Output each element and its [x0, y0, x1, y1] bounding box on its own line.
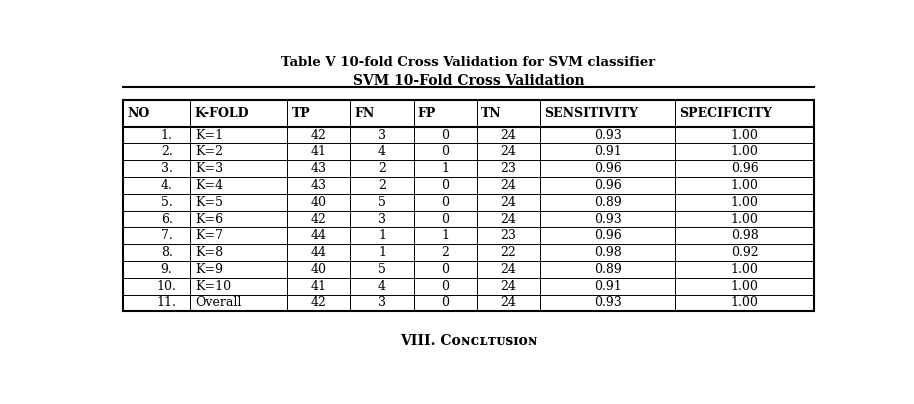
Text: 1.: 1. — [161, 128, 173, 141]
Text: 24: 24 — [501, 128, 516, 141]
Text: 1: 1 — [441, 162, 450, 175]
Text: 2: 2 — [378, 162, 386, 175]
Text: NO: NO — [127, 107, 149, 120]
Text: 3: 3 — [378, 297, 386, 309]
Text: 0: 0 — [441, 179, 450, 192]
Text: 1.00: 1.00 — [730, 179, 759, 192]
Text: 0: 0 — [441, 128, 450, 141]
Text: 42: 42 — [311, 213, 326, 225]
Text: K=2: K=2 — [196, 145, 223, 158]
Text: 0.91: 0.91 — [594, 145, 622, 158]
Text: 24: 24 — [501, 196, 516, 209]
Text: K=8: K=8 — [196, 246, 223, 259]
Text: 5: 5 — [378, 263, 386, 276]
Text: 10.: 10. — [156, 280, 176, 292]
Text: 41: 41 — [311, 145, 327, 158]
Text: 4: 4 — [378, 280, 386, 292]
Text: 24: 24 — [501, 145, 516, 158]
Text: K=4: K=4 — [196, 179, 223, 192]
Text: K-FOLD: K-FOLD — [195, 107, 249, 120]
Text: 8.: 8. — [161, 246, 173, 259]
Text: 1.00: 1.00 — [730, 297, 759, 309]
Text: TN: TN — [481, 107, 502, 120]
Text: K=6: K=6 — [196, 213, 223, 225]
Text: 5.: 5. — [161, 196, 173, 209]
Text: 2: 2 — [378, 179, 386, 192]
Text: 0: 0 — [441, 196, 450, 209]
Text: 23: 23 — [501, 229, 516, 242]
Text: 44: 44 — [311, 246, 327, 259]
Text: 4.: 4. — [161, 179, 173, 192]
Text: SENSITIVITY: SENSITIVITY — [545, 107, 638, 120]
Text: K=5: K=5 — [196, 196, 223, 209]
Text: Table V 10-fold Cross Validation for SVM classifier: Table V 10-fold Cross Validation for SVM… — [282, 56, 655, 69]
Text: 0.98: 0.98 — [594, 246, 622, 259]
Text: 40: 40 — [311, 196, 327, 209]
Text: K=1: K=1 — [196, 128, 223, 141]
Text: 0.96: 0.96 — [594, 229, 622, 242]
Text: 0.89: 0.89 — [594, 263, 622, 276]
Text: SVM 10-Fold Cross Validation: SVM 10-Fold Cross Validation — [353, 74, 584, 88]
Text: 24: 24 — [501, 297, 516, 309]
Text: 0.98: 0.98 — [730, 229, 759, 242]
Text: K=3: K=3 — [196, 162, 223, 175]
Text: Overall: Overall — [196, 297, 241, 309]
Text: VIII. Cᴏɴᴄʟᴛᴜѕɪᴏɴ: VIII. Cᴏɴᴄʟᴛᴜѕɪᴏɴ — [399, 334, 537, 348]
Text: 0.92: 0.92 — [730, 246, 759, 259]
Text: 23: 23 — [501, 162, 516, 175]
Text: K=9: K=9 — [196, 263, 223, 276]
Text: 1.00: 1.00 — [730, 128, 759, 141]
Text: SPECIFICITY: SPECIFICITY — [679, 107, 772, 120]
Text: 0: 0 — [441, 280, 450, 292]
Text: 9.: 9. — [161, 263, 173, 276]
Text: 0.93: 0.93 — [594, 213, 622, 225]
Text: 41: 41 — [311, 280, 327, 292]
Text: 0: 0 — [441, 297, 450, 309]
Text: 0.89: 0.89 — [594, 196, 622, 209]
Text: TP: TP — [292, 107, 310, 120]
Text: 24: 24 — [501, 280, 516, 292]
Text: FN: FN — [355, 107, 375, 120]
Text: 0.93: 0.93 — [594, 297, 622, 309]
Text: 1.00: 1.00 — [730, 213, 759, 225]
Text: 24: 24 — [501, 213, 516, 225]
Text: 1.00: 1.00 — [730, 145, 759, 158]
Text: 40: 40 — [311, 263, 327, 276]
Text: 5: 5 — [378, 196, 386, 209]
Text: K=7: K=7 — [196, 229, 223, 242]
Text: 11.: 11. — [156, 297, 176, 309]
Text: 1: 1 — [441, 229, 450, 242]
Text: 42: 42 — [311, 128, 326, 141]
Text: 22: 22 — [501, 246, 516, 259]
Text: 24: 24 — [501, 263, 516, 276]
Text: 3.: 3. — [161, 162, 173, 175]
Text: 44: 44 — [311, 229, 327, 242]
Text: K=10: K=10 — [196, 280, 231, 292]
Text: 4: 4 — [378, 145, 386, 158]
Text: 0: 0 — [441, 213, 450, 225]
Text: 7.: 7. — [161, 229, 173, 242]
Text: 43: 43 — [311, 179, 327, 192]
Text: 0.93: 0.93 — [594, 128, 622, 141]
Text: 24: 24 — [501, 179, 516, 192]
Text: 1: 1 — [378, 246, 386, 259]
Text: 0: 0 — [441, 145, 450, 158]
Text: FP: FP — [418, 107, 436, 120]
Text: 6.: 6. — [161, 213, 173, 225]
Text: 43: 43 — [311, 162, 327, 175]
Text: 0.96: 0.96 — [594, 162, 622, 175]
Text: 0.96: 0.96 — [594, 179, 622, 192]
Text: 2.: 2. — [161, 145, 173, 158]
Text: 3: 3 — [378, 128, 386, 141]
Text: 1.00: 1.00 — [730, 196, 759, 209]
Text: 0: 0 — [441, 263, 450, 276]
Text: 1: 1 — [378, 229, 386, 242]
Text: 1.00: 1.00 — [730, 263, 759, 276]
Text: 2: 2 — [441, 246, 449, 259]
Text: 42: 42 — [311, 297, 326, 309]
Text: 0.96: 0.96 — [730, 162, 759, 175]
Text: 1.00: 1.00 — [730, 280, 759, 292]
Text: 3: 3 — [378, 213, 386, 225]
Text: 0.91: 0.91 — [594, 280, 622, 292]
